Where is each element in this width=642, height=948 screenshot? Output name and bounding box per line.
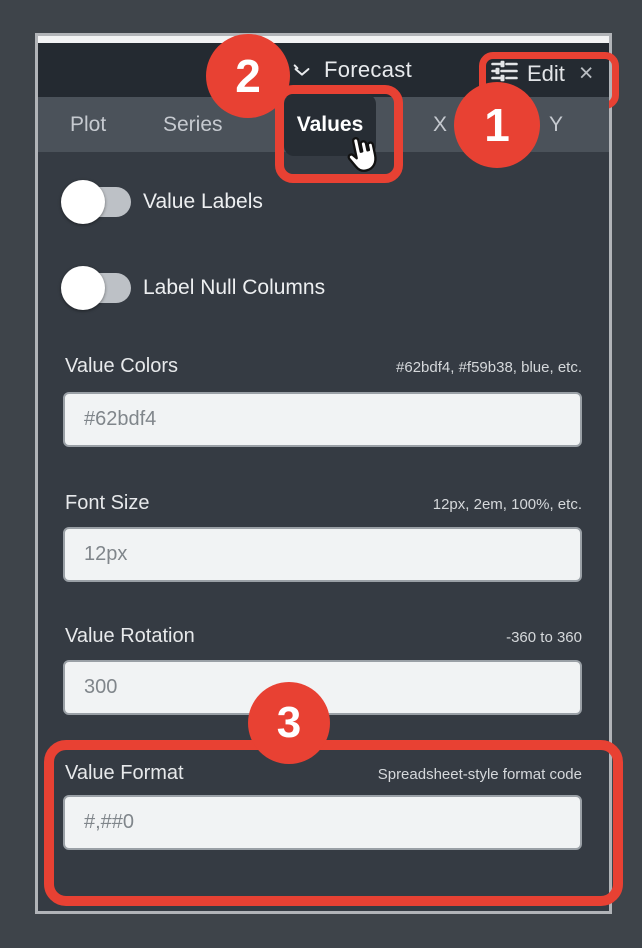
value-colors-hint: #62bdf4, #f59b38, blue, etc. <box>396 359 582 376</box>
edit-label: Edit <box>527 60 565 86</box>
value-rotation-label: Value Rotation <box>65 625 195 647</box>
toggle-switch-off[interactable] <box>61 180 131 224</box>
value-rotation-hint: -360 to 360 <box>506 629 582 646</box>
tab-x[interactable]: X <box>433 113 448 136</box>
tab-y[interactable]: Y <box>549 113 564 136</box>
value-colors-label-row: Value Colors #62bdf4, #f59b38, blue, etc… <box>65 355 582 378</box>
font-size-label-row: Font Size 12px, 2em, 100%, etc. <box>65 492 582 515</box>
forecast-menu-item[interactable]: Forecast <box>291 43 412 97</box>
toggle-value-labels-label: Value Labels <box>143 190 263 213</box>
forecast-chevron-icon <box>291 59 313 81</box>
chart-edit-panel: Forecast Edit × Plot Series X Y Values <box>35 33 623 914</box>
close-icon[interactable]: × <box>578 59 594 87</box>
value-format-hint: Spreadsheet-style format code <box>377 766 582 783</box>
value-colors-input[interactable] <box>63 392 582 447</box>
tab-values[interactable]: Values <box>284 94 376 156</box>
font-size-label: Font Size <box>65 492 150 514</box>
toggle-knob <box>61 266 105 310</box>
tune-icon <box>491 60 518 87</box>
edit-button[interactable]: Edit × <box>491 52 603 95</box>
toggle-label-null-columns[interactable]: Label Null Columns <box>61 266 326 310</box>
header-bar: Forecast Edit × <box>38 43 619 109</box>
font-size-input[interactable] <box>63 527 582 582</box>
panel-top-strip <box>38 36 609 43</box>
value-format-input[interactable] <box>63 795 582 850</box>
toggle-switch-off[interactable] <box>61 266 131 310</box>
tab-plot[interactable]: Plot <box>70 113 107 136</box>
toggle-value-labels[interactable]: Value Labels <box>61 180 263 224</box>
tab-series[interactable]: Series <box>163 113 223 136</box>
toggle-label-null-columns-label: Label Null Columns <box>143 276 326 299</box>
toggle-knob <box>61 180 105 224</box>
value-colors-label: Value Colors <box>65 355 179 377</box>
tab-values-label: Values <box>296 113 364 136</box>
forecast-title: Forecast <box>324 57 412 82</box>
font-size-hint: 12px, 2em, 100%, etc. <box>432 496 582 513</box>
value-rotation-label-row: Value Rotation -360 to 360 <box>65 625 582 648</box>
value-format-label: Value Format <box>65 762 184 784</box>
value-rotation-input[interactable] <box>63 660 582 715</box>
value-format-label-row: Value Format Spreadsheet-style format co… <box>65 762 582 785</box>
